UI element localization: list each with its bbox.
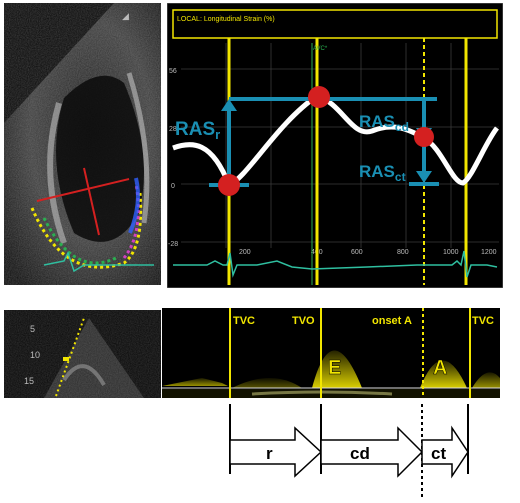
ras-r-label: RASr bbox=[175, 119, 220, 142]
strain-x-tick: 1200 bbox=[481, 249, 497, 256]
doppler-panel: TVC TVO onset A TVC E A bbox=[162, 308, 500, 398]
strain-y-tick: 56 bbox=[169, 68, 177, 75]
phase-arrow-ct bbox=[421, 425, 469, 479]
depth-tick: 15 bbox=[24, 376, 34, 386]
strain-x-tick: 200 bbox=[239, 249, 251, 256]
a-wave-envelope bbox=[420, 360, 467, 388]
strain-x-tick: 600 bbox=[351, 249, 363, 256]
strain-panel: LOCAL: Longitudinal Strain (%) 56 28 0 -… bbox=[166, 2, 504, 293]
e-wave-envelope bbox=[312, 350, 362, 388]
strain-point-peak bbox=[308, 86, 330, 108]
ras-r-arrowhead bbox=[221, 99, 237, 111]
strain-y-tick: 28 bbox=[169, 126, 177, 133]
phase-label-ct: ct bbox=[431, 444, 446, 463]
phase-arrow-r bbox=[229, 426, 323, 478]
depth-tick: 10 bbox=[30, 350, 40, 360]
phase-label-r: r bbox=[266, 444, 273, 463]
e-wave-label: E bbox=[328, 357, 341, 379]
ras-ct-arrowhead bbox=[416, 171, 432, 183]
svg-text:◢: ◢ bbox=[122, 11, 129, 21]
strain-y-tick: -28 bbox=[168, 241, 178, 248]
strain-point-min bbox=[218, 174, 240, 196]
phase-label-cd: cd bbox=[350, 444, 370, 463]
ecg-trace bbox=[173, 250, 498, 278]
doppler-sample-gate bbox=[63, 357, 69, 361]
apical-view-image: 5 10 15 bbox=[4, 310, 161, 398]
strain-point-onset-a bbox=[414, 127, 434, 147]
depth-tick: 5 bbox=[30, 324, 35, 334]
echo-strain-image: ◢ bbox=[4, 3, 161, 285]
strain-header-box bbox=[172, 9, 498, 39]
doppler-event-label: TVO bbox=[292, 315, 315, 327]
strain-chart: LOCAL: Longitudinal Strain (%) 56 28 0 -… bbox=[166, 2, 504, 289]
doppler-event-label: onset A bbox=[372, 315, 412, 327]
strain-x-tick: 1000 bbox=[443, 249, 459, 256]
doppler-event-label: TVC bbox=[472, 315, 494, 327]
avc-marker-label: AVC* bbox=[313, 46, 328, 52]
phase-arrow-cd bbox=[320, 426, 424, 478]
strain-header-label: LOCAL: Longitudinal Strain (%) bbox=[177, 16, 275, 23]
ras-ct-label: RASct bbox=[359, 162, 406, 184]
strain-x-tick: 800 bbox=[397, 249, 409, 256]
doppler-event-label: TVC bbox=[233, 315, 255, 327]
phase-arrow-diagram: r cd ct bbox=[229, 404, 469, 500]
strain-y-tick: 0 bbox=[171, 183, 175, 190]
a-wave-label: A bbox=[433, 357, 447, 379]
doppler-cursor-line bbox=[55, 317, 85, 397]
ras-cd-label: RAScd bbox=[359, 112, 409, 134]
